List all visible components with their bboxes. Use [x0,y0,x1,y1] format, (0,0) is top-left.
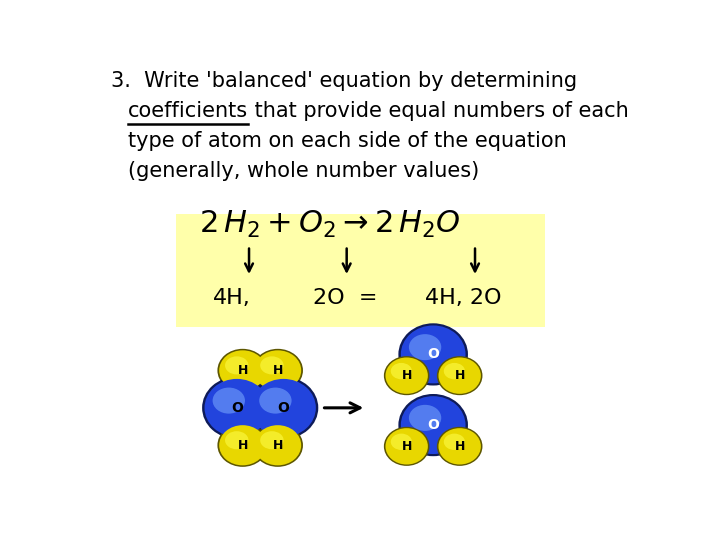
Ellipse shape [260,431,284,449]
Text: type of atom on each side of the equation: type of atom on each side of the equatio… [128,131,567,151]
Ellipse shape [219,350,266,390]
Ellipse shape [225,431,248,449]
Ellipse shape [391,363,412,379]
Ellipse shape [437,356,482,395]
Ellipse shape [259,388,292,414]
Text: H: H [454,369,465,382]
Ellipse shape [385,428,428,464]
Ellipse shape [253,424,303,467]
Ellipse shape [253,349,303,392]
Text: $2\,H_2 + O_2 \rightarrow 2\,H_2O$: $2\,H_2 + O_2 \rightarrow 2\,H_2O$ [199,210,460,240]
FancyBboxPatch shape [176,214,545,327]
Ellipse shape [384,427,429,466]
Text: H: H [454,440,465,453]
Text: O: O [427,347,439,361]
Ellipse shape [212,388,245,414]
Text: 4H,: 4H, [213,288,251,308]
Text: 2O  =: 2O = [313,288,378,308]
Ellipse shape [225,356,248,374]
Ellipse shape [385,357,428,394]
Ellipse shape [401,326,466,383]
Text: O: O [231,401,243,415]
Text: H: H [238,439,248,452]
Ellipse shape [398,323,468,386]
Ellipse shape [438,428,481,464]
Ellipse shape [438,357,481,394]
Text: coefficients: coefficients [128,101,248,121]
Text: H: H [238,364,248,377]
Text: H: H [273,439,283,452]
Ellipse shape [437,427,482,466]
Text: (generally, whole number values): (generally, whole number values) [128,161,480,181]
Text: 4H, 2O: 4H, 2O [425,288,501,308]
Ellipse shape [384,356,429,395]
Ellipse shape [409,405,441,431]
Ellipse shape [254,350,301,390]
Ellipse shape [217,349,268,392]
Ellipse shape [444,434,465,450]
Ellipse shape [444,363,465,379]
Ellipse shape [219,425,266,465]
Ellipse shape [217,424,268,467]
Ellipse shape [401,396,466,454]
Text: O: O [427,418,439,432]
Text: 3.  Write 'balanced' equation by determining: 3. Write 'balanced' equation by determin… [111,71,577,91]
Text: H: H [273,364,283,377]
Text: O: O [277,401,289,415]
Text: H: H [402,369,412,382]
Ellipse shape [202,377,271,439]
Ellipse shape [260,356,284,374]
Ellipse shape [398,394,468,456]
Ellipse shape [251,379,316,437]
Ellipse shape [204,379,269,437]
Ellipse shape [391,434,412,450]
Text: H: H [402,440,412,453]
Ellipse shape [254,425,301,465]
Ellipse shape [409,334,441,360]
Ellipse shape [248,377,318,439]
Text: that provide equal numbers of each: that provide equal numbers of each [248,101,629,121]
